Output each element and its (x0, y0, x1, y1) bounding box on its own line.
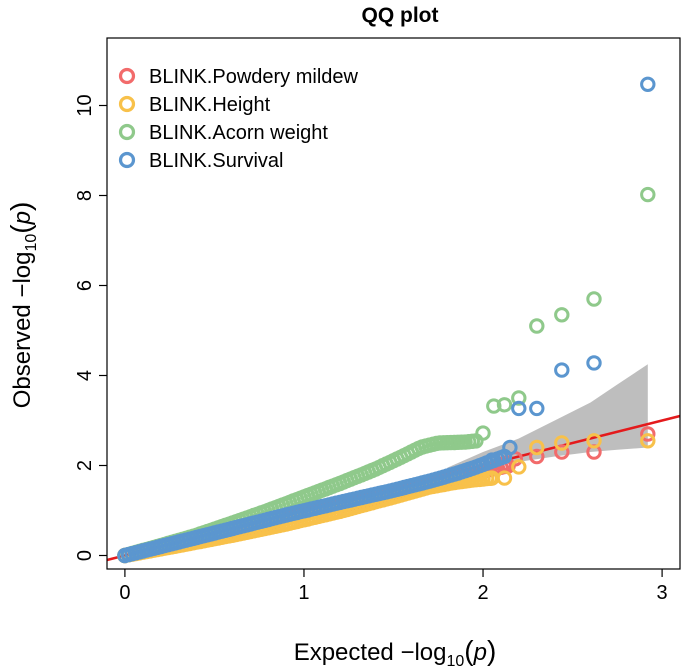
y-tick-label: 0 (74, 550, 96, 561)
legend-marker-height (118, 95, 136, 113)
data-point (554, 362, 570, 378)
y-tick-label: 10 (74, 94, 96, 116)
x-tick-label: 0 (119, 582, 130, 604)
y-tick-label: 2 (74, 460, 96, 471)
data-point (511, 390, 527, 406)
legend: BLINK.Powdery mildew BLINK.Height BLINK.… (118, 66, 359, 172)
series-blink-survival (117, 76, 656, 564)
x-axis-label-subscript: 10 (446, 653, 464, 670)
x-axis-ticks: 0 1 2 3 (119, 569, 668, 604)
data-point (529, 400, 545, 417)
x-axis-label-open-paren: ( (464, 635, 474, 666)
legend-marker-acorn-weight (118, 123, 136, 141)
legend-label-powdery-mildew: BLINK.Powdery mildew (149, 66, 359, 88)
data-point (511, 459, 527, 475)
data-point (529, 448, 545, 465)
legend-marker-powdery-mildew (118, 67, 136, 85)
x-axis-label: Expected −log10(p) (294, 635, 497, 670)
legend-label-acorn-weight: BLINK.Acorn weight (149, 122, 328, 144)
data-point (640, 426, 656, 442)
data-point (640, 433, 656, 449)
chart-title: QQ plot (362, 4, 439, 27)
data-point (486, 398, 502, 414)
y-tick-label: 4 (74, 370, 96, 381)
x-tick-label: 2 (477, 582, 488, 604)
y-tick-label: 6 (74, 280, 96, 291)
data-point (586, 355, 602, 371)
x-axis-label-close-paren: ) (487, 635, 496, 666)
data-point (586, 433, 602, 449)
data-point (529, 318, 545, 334)
data-points-layer (117, 76, 656, 564)
legend-label-height: BLINK.Height (149, 94, 271, 116)
data-point (475, 425, 491, 441)
y-tick-label: 8 (74, 190, 96, 201)
data-point (511, 400, 527, 417)
data-point (496, 397, 513, 413)
plot-frame (106, 37, 681, 570)
data-point (554, 435, 570, 451)
data-point (586, 291, 602, 307)
x-axis-label-variable: p (473, 639, 487, 666)
x-tick-label: 3 (657, 582, 668, 604)
data-point (496, 470, 513, 486)
data-point (529, 439, 545, 456)
data-point (502, 439, 518, 456)
y-axis-label-subscript: 10 (23, 234, 40, 252)
legend-marker-survival (118, 151, 136, 169)
y-axis-label: Observed −log10(p) (5, 202, 40, 409)
y-axis-label-open-paren: ( (5, 224, 36, 234)
data-point (640, 186, 656, 203)
data-point (554, 444, 570, 460)
y-axis-label-prefix: Observed −log (9, 252, 36, 409)
y-axis-ticks: 0 2 4 6 8 10 (74, 94, 107, 561)
data-point (554, 307, 570, 323)
x-axis-label-prefix: Expected −log (294, 639, 447, 666)
data-point (640, 76, 656, 93)
legend-label-survival: BLINK.Survival (149, 150, 284, 172)
y-axis-label-close-paren: ) (5, 202, 36, 211)
y-axis-label-variable: p (9, 211, 36, 225)
x-tick-label: 1 (298, 582, 309, 604)
